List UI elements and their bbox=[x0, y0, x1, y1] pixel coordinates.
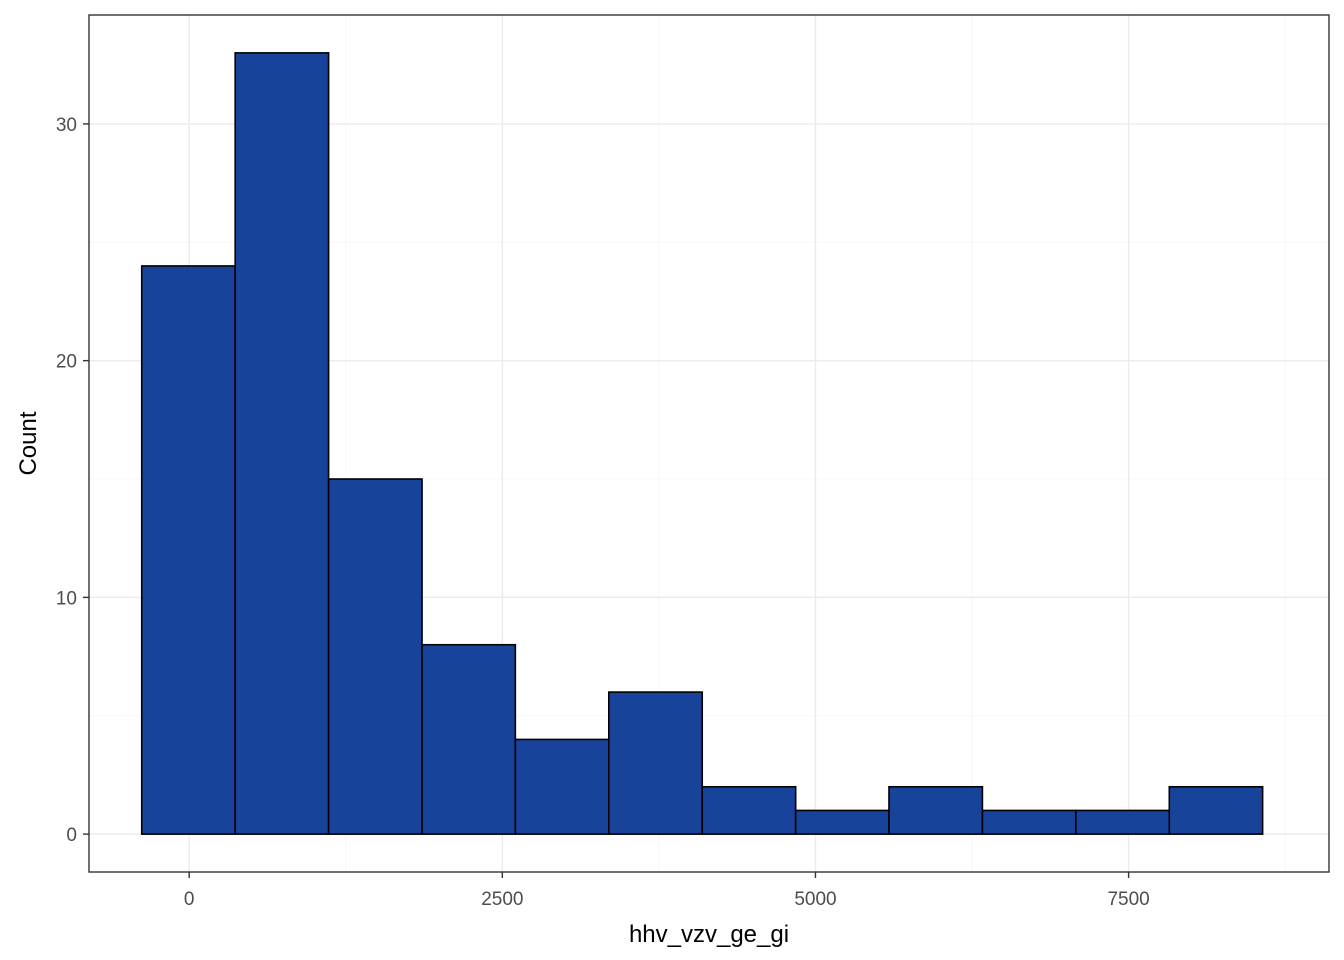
histogram-bar-4 bbox=[421, 643, 517, 835]
y-axis-title: Count bbox=[15, 411, 42, 475]
y-tick-label: 10 bbox=[56, 588, 77, 609]
y-tick-label: 0 bbox=[66, 825, 77, 846]
x-tick-label: 5000 bbox=[794, 889, 836, 910]
x-tick-label: 2500 bbox=[481, 889, 523, 910]
histogram-bar-1 bbox=[140, 265, 236, 835]
y-tick-label: 20 bbox=[56, 352, 77, 373]
x-axis-title: hhv_vzv_ge_gi bbox=[629, 921, 789, 948]
histogram-bar-9 bbox=[888, 785, 984, 835]
panel-border bbox=[88, 14, 1330, 873]
histogram-bar-3 bbox=[327, 478, 423, 835]
histogram-bar-8 bbox=[794, 809, 890, 835]
histogram-bar-7 bbox=[701, 785, 797, 835]
histogram-bar-10 bbox=[981, 809, 1077, 835]
histogram-bars bbox=[140, 52, 1264, 835]
y-tick-label: 30 bbox=[56, 115, 77, 136]
x-tick-label: 7500 bbox=[1107, 889, 1149, 910]
histogram-bar-5 bbox=[514, 738, 610, 835]
x-tick-label: 0 bbox=[184, 889, 195, 910]
x-axis-ticks: 0 2500 5000 7500 bbox=[184, 872, 1150, 910]
histogram-bar-12 bbox=[1168, 785, 1264, 835]
histogram-bar-6 bbox=[607, 691, 704, 835]
histogram-bar-11 bbox=[1075, 809, 1171, 835]
y-axis-ticks: 0 10 20 30 bbox=[56, 115, 89, 846]
histogram-bar-2 bbox=[234, 52, 330, 835]
